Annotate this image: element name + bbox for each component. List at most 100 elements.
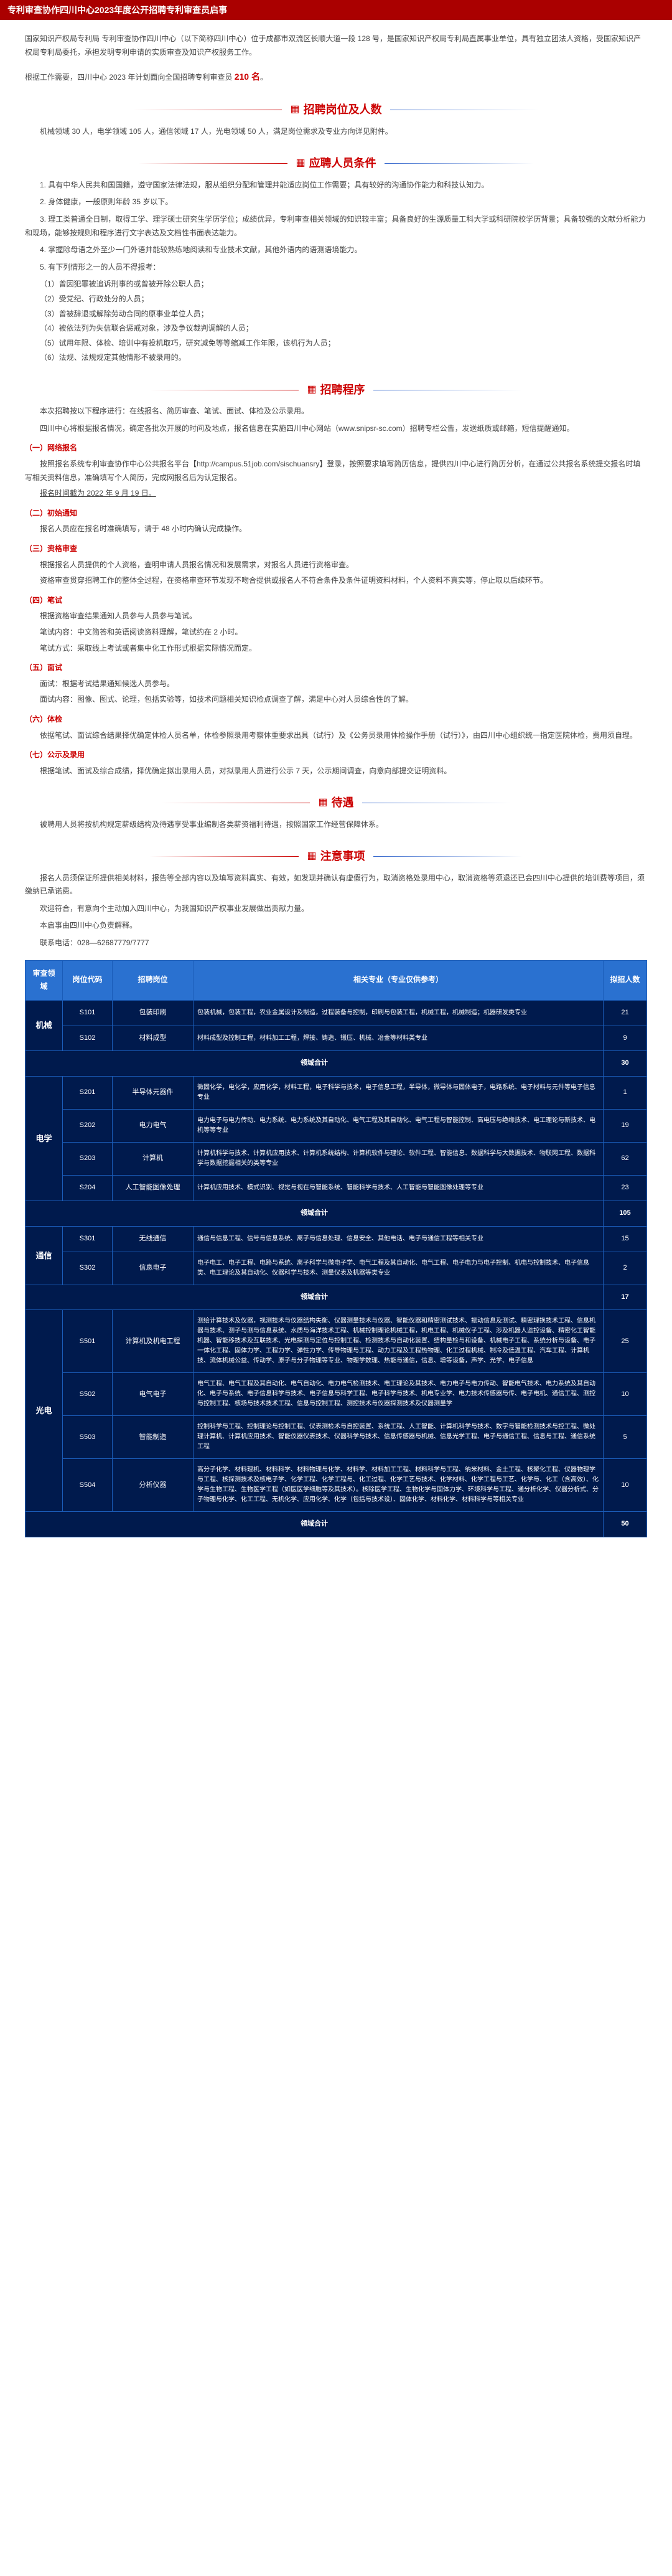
subtotal-count: 50 — [604, 1512, 647, 1537]
code-cell: S502 — [63, 1373, 113, 1416]
cond-5-3: （3）曾被辞退或解除劳动合同的原事业单位人员； — [25, 308, 647, 321]
section-3-title: ▦ 招聘程序 — [25, 380, 647, 400]
sec3-txt: 招聘程序 — [320, 384, 365, 396]
majors-cell: 通信与信息工程、信号与信息系统、离子与信息处理、信息安全、其他电话、电子与通信工… — [194, 1226, 604, 1252]
section-4-title: ▦待遇 — [25, 793, 647, 813]
step6-h: （六）体检 — [25, 713, 647, 727]
table-row: S502电气电子电气工程、电气工程及其自动化、电气自动化、电力电气检测技术、电工… — [26, 1373, 647, 1416]
code-cell: S101 — [63, 1000, 113, 1026]
position-cell: 信息电子 — [113, 1252, 194, 1285]
count-cell: 62 — [604, 1143, 647, 1176]
step7-p1: 根据笔试、面试及综合成绩，择优确定拟出录用人员，对拟录用人员进行公示 7 天，公… — [25, 765, 647, 778]
majors-cell: 计算机科学与技术、计算机应用技术、计算机系统结构、计算机软件与理论、软件工程、智… — [194, 1143, 604, 1176]
step4-p1: 根据资格审查结果通知人员参与人员参与笔试。 — [25, 610, 647, 623]
subtotal-label: 领域合计 — [26, 1512, 604, 1537]
count-cell: 19 — [604, 1110, 647, 1143]
subtotal-label: 领域合计 — [26, 1285, 604, 1310]
position-cell: 分析仪器 — [113, 1459, 194, 1512]
grid-icon: ▦ — [290, 104, 299, 115]
cond-1: 1. 具有中华人民共和国国籍，遵守国家法律法规，服从组织分配和管理并能适应岗位工… — [25, 179, 647, 192]
code-cell: S204 — [63, 1176, 113, 1201]
majors-cell: 微固化学，电化学，应用化学，材料工程，电子科学与技术，电子信息工程，半导体，微导… — [194, 1077, 604, 1110]
category-cell: 电学 — [26, 1077, 63, 1201]
position-cell: 电力电气 — [113, 1110, 194, 1143]
intro-highlight: 210 名 — [235, 72, 260, 82]
section-1-title: ▦招聘岗位及人数 — [25, 100, 647, 120]
majors-cell: 电气工程、电气工程及其自动化、电气自动化、电力电气检测技术、电工理论及其技术、电… — [194, 1373, 604, 1416]
table-row: 通信S301无线通信通信与信息工程、信号与信息系统、离子与信息处理、信息安全、其… — [26, 1226, 647, 1252]
position-cell: 包装印刷 — [113, 1000, 194, 1026]
sec4-txt: 待遇 — [332, 796, 354, 809]
code-cell: S201 — [63, 1077, 113, 1110]
intro-para-1: 国家知识产权局专利局 专利审查协作四川中心（以下简称四川中心）位于成都市双流区长… — [25, 32, 647, 59]
position-cell: 计算机及机电工程 — [113, 1310, 194, 1373]
subtotal-row: 领域合计105 — [26, 1201, 647, 1227]
step5-p1: 面试：根据考试结果通知候选人员参与。 — [25, 677, 647, 691]
subtotal-row: 领域合计50 — [26, 1512, 647, 1537]
majors-cell: 计算机应用技术、模式识别、视觉与视在与智能系统、智能科学与技术、人工智能与智能图… — [194, 1176, 604, 1201]
category-cell: 光电 — [26, 1310, 63, 1512]
subtotal-count: 17 — [604, 1285, 647, 1310]
table-row: 机械S101包装印刷包装机械，包装工程，农业金属设计及制造，过程装备与控制，印刷… — [26, 1000, 647, 1026]
th-position: 招聘岗位 — [113, 960, 194, 1000]
step2-p1: 报名人员应在报名时准确填写，请于 48 小时内确认完成操作。 — [25, 522, 647, 536]
count-cell: 10 — [604, 1373, 647, 1416]
count-cell: 1 — [604, 1077, 647, 1110]
majors-cell: 材料成型及控制工程，材料加工工程，焊接、铸造、锻压、机械、冶金等材料类专业 — [194, 1026, 604, 1051]
category-cell: 机械 — [26, 1000, 63, 1051]
step1-p1: 按照报名系统专利审查协作中心公共报名平台【http://campus.51job… — [25, 458, 647, 484]
code-cell: S501 — [63, 1310, 113, 1373]
th-majors: 相关专业（专业仅供参考） — [194, 960, 604, 1000]
cond-5-6: （6）法规、法规规定其他情形不被录用的。 — [25, 351, 647, 365]
count-cell: 5 — [604, 1416, 647, 1459]
step4-p3: 笔试方式：采取线上考试或者集中化工作形式根据实际情况而定。 — [25, 642, 647, 656]
grid-icon: ▦ — [307, 851, 316, 861]
grid-icon: ▦ — [307, 384, 316, 395]
step5-h: （五）面试 — [25, 661, 647, 675]
majors-cell: 控制科学与工程、控制理论与控制工程、仪表测检术与自控装置、系统工程、人工智能、计… — [194, 1416, 604, 1459]
cond-5-1: （1）曾因犯罪被追诉刑事的或曾被开除公职人员； — [25, 278, 647, 291]
code-cell: S503 — [63, 1416, 113, 1459]
table-row: S203计算机计算机科学与技术、计算机应用技术、计算机系统结构、计算机软件与理论… — [26, 1143, 647, 1176]
cond-5-2: （2）受党纪、行政处分的人员； — [25, 293, 647, 306]
main-content: 国家知识产权局专利局 专利审查协作四川中心（以下简称四川中心）位于成都市双流区长… — [0, 20, 672, 1550]
cond-5: 5. 有下列情形之一的人员不得报考： — [25, 261, 647, 275]
grid-icon: ▦ — [296, 158, 305, 168]
intro-pre: 根据工作需要，四川中心 2023 年计划面向全国招聘专利审查员 — [25, 73, 235, 82]
sec5-txt: 注意事项 — [320, 850, 365, 862]
positions-table: 审查领域 岗位代码 招聘岗位 相关专业（专业仅供参考） 拟招人数 机械S101包… — [25, 960, 647, 1538]
table-row: S202电力电气电力电子与电力传动、电力系统、电力系统及其自动化、电气工程及其自… — [26, 1110, 647, 1143]
cond-4: 4. 掌握除母语之外至少一门外语并能较熟练地阅读和专业技术文献，其他外语内的语测… — [25, 243, 647, 257]
count-cell: 2 — [604, 1252, 647, 1285]
position-cell: 智能制造 — [113, 1416, 194, 1459]
step5-p2: 面试内容：图像、图式、论理，包括实验等，如技术问题相关知识检点调查了解，满足中心… — [25, 693, 647, 707]
position-cell: 计算机 — [113, 1143, 194, 1176]
subtotal-label: 领域合计 — [26, 1051, 604, 1077]
cond-2: 2. 身体健康，一般原则年龄 35 岁以下。 — [25, 196, 647, 209]
step3-p2: 资格审查贯穿招聘工作的整体全过程，在资格审查环节发现不吻合提供或报名人不符合条件… — [25, 574, 647, 588]
table-header-row: 审查领域 岗位代码 招聘岗位 相关专业（专业仅供参考） 拟招人数 — [26, 960, 647, 1000]
majors-cell: 高分子化学、材料理机、材料科学、材料物理与化学、材料学、材料加工工程、材料科学与… — [194, 1459, 604, 1512]
step3-p1: 根据报名人员提供的个人资格，查明申请人员报名情况和发展需求，对报名人员进行资格审… — [25, 559, 647, 572]
code-cell: S102 — [63, 1026, 113, 1051]
positions-summary: 机械领域 30 人，电学领域 105 人，通信领域 17 人，光电领域 50 人… — [25, 125, 647, 139]
notice-p1: 报名人员须保证所提供相关材料，报告等全部内容以及填写资料真实、有效，如发现并确认… — [25, 872, 647, 899]
proc-intro: 本次招聘按以下程序进行：在线报名、简历审查、笔试、面试、体检及公示录用。 — [25, 405, 647, 418]
count-cell: 10 — [604, 1459, 647, 1512]
table-row: S204人工智能图像处理计算机应用技术、模式识别、视觉与视在与智能系统、智能科学… — [26, 1176, 647, 1201]
position-cell: 半导体元器件 — [113, 1077, 194, 1110]
table-row: 电学S201半导体元器件微固化学，电化学，应用化学，材料工程，电子科学与技术，电… — [26, 1077, 647, 1110]
table-row: S102材料成型材料成型及控制工程，材料加工工程，焊接、铸造、锻压、机械、冶金等… — [26, 1026, 647, 1051]
code-cell: S202 — [63, 1110, 113, 1143]
intro-para-2: 根据工作需要，四川中心 2023 年计划面向全国招聘专利审查员 210 名。 — [25, 69, 647, 85]
contact: 联系电话：028—62687779/7777 — [25, 937, 647, 950]
step1-h: （一）网络报名 — [25, 441, 647, 455]
step3-h: （三）资格审查 — [25, 542, 647, 556]
step4-h: （四）笔试 — [25, 594, 647, 608]
subtotal-count: 105 — [604, 1201, 647, 1227]
subtotal-row: 领域合计17 — [26, 1285, 647, 1310]
code-cell: S302 — [63, 1252, 113, 1285]
th-code: 岗位代码 — [63, 960, 113, 1000]
code-cell: S504 — [63, 1459, 113, 1512]
subtotal-row: 领域合计30 — [26, 1051, 647, 1077]
